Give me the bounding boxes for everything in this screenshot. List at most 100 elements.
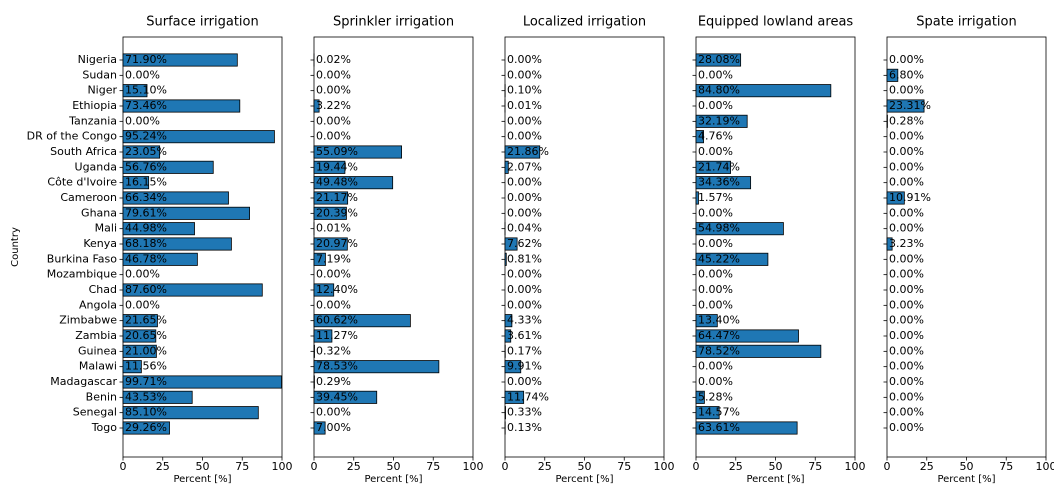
x-tick-label: 50: [578, 460, 592, 473]
value-label: 0.00%: [698, 237, 733, 250]
value-label: 20.39%: [316, 206, 358, 219]
y-tick-label: Zambia: [75, 329, 117, 342]
value-label: 39.45%: [316, 390, 358, 403]
x-tick-label: 100: [272, 460, 293, 473]
value-label: 34.36%: [698, 176, 740, 189]
value-label: 0.00%: [698, 360, 733, 373]
y-tick-label: Nigeria: [78, 53, 117, 66]
value-label: 28.08%: [698, 53, 740, 66]
value-label: 0.00%: [698, 206, 733, 219]
x-tick-label: 0: [884, 460, 891, 473]
value-label: 0.00%: [889, 145, 924, 158]
value-label: 3.22%: [316, 99, 351, 112]
value-label: 0.17%: [507, 344, 542, 357]
value-label: 0.00%: [316, 298, 351, 311]
value-label: 0.00%: [698, 283, 733, 296]
y-tick-label: Mozambique: [47, 268, 117, 281]
value-label: 43.53%: [125, 390, 167, 403]
value-label: 0.00%: [889, 222, 924, 235]
value-label: 0.00%: [698, 99, 733, 112]
value-label: 0.00%: [507, 114, 542, 127]
x-axis-label: Percent [%]: [746, 474, 804, 485]
chart-title: Localized irrigation: [523, 15, 646, 30]
value-label: 0.00%: [316, 406, 351, 419]
value-label: 0.00%: [316, 268, 351, 281]
value-label: 0.01%: [316, 222, 351, 235]
value-label: 9.91%: [507, 360, 542, 373]
x-axis-label: Percent [%]: [173, 474, 231, 485]
value-label: 0.00%: [889, 375, 924, 388]
value-label: 0.00%: [507, 268, 542, 281]
value-label: 0.00%: [125, 114, 160, 127]
value-label: 14.57%: [698, 406, 740, 419]
x-tick-label: 75: [999, 460, 1013, 473]
value-label: 0.00%: [698, 268, 733, 281]
x-tick-label: 100: [654, 460, 675, 473]
x-tick-label: 50: [960, 460, 974, 473]
value-label: 15.10%: [125, 84, 167, 97]
value-label: 87.60%: [125, 283, 167, 296]
value-label: 0.00%: [889, 344, 924, 357]
value-label: 3.23%: [889, 237, 924, 250]
value-label: 7.62%: [507, 237, 542, 250]
value-label: 6.80%: [889, 68, 924, 81]
value-label: 1.57%: [698, 191, 733, 204]
x-tick-label: 25: [347, 460, 361, 473]
x-tick-label: 25: [729, 460, 743, 473]
value-label: 95.24%: [125, 130, 167, 143]
value-label: 0.00%: [316, 114, 351, 127]
value-label: 2.07%: [507, 160, 542, 173]
x-axis-label: Percent [%]: [364, 474, 422, 485]
value-label: 7.19%: [316, 252, 351, 265]
value-label: 0.00%: [507, 68, 542, 81]
value-label: 0.00%: [507, 191, 542, 204]
value-label: 11.74%: [507, 390, 549, 403]
value-label: 0.04%: [507, 222, 542, 235]
value-label: 68.18%: [125, 237, 167, 250]
value-label: 0.02%: [316, 53, 351, 66]
value-label: 3.61%: [507, 329, 542, 342]
value-label: 0.00%: [889, 421, 924, 434]
value-label: 0.00%: [889, 176, 924, 189]
value-label: 71.90%: [125, 53, 167, 66]
value-label: 16.15%: [125, 176, 167, 189]
value-label: 0.00%: [507, 53, 542, 66]
value-label: 44.98%: [125, 222, 167, 235]
y-tick-label: Ethiopia: [72, 99, 117, 112]
value-label: 0.00%: [698, 375, 733, 388]
y-tick-label: Uganda: [75, 160, 117, 173]
value-label: 5.28%: [698, 390, 733, 403]
value-label: 0.01%: [507, 99, 542, 112]
value-label: 0.00%: [889, 360, 924, 373]
y-tick-label: South Africa: [50, 145, 117, 158]
value-label: 0.00%: [316, 130, 351, 143]
value-label: 84.80%: [698, 84, 740, 97]
y-tick-label: Malawi: [79, 360, 117, 373]
x-axis-label: Percent [%]: [555, 474, 613, 485]
value-label: 78.53%: [316, 360, 358, 373]
x-tick-label: 75: [808, 460, 822, 473]
value-label: 4.76%: [698, 130, 733, 143]
x-tick-label: 100: [1036, 460, 1054, 473]
y-tick-label: Madagascar: [50, 375, 117, 388]
value-label: 0.00%: [889, 283, 924, 296]
value-label: 32.19%: [698, 114, 740, 127]
value-label: 0.00%: [889, 160, 924, 173]
value-label: 12.40%: [316, 283, 358, 296]
x-tick-label: 25: [920, 460, 934, 473]
y-axis-label: Country: [10, 227, 21, 267]
value-label: 0.00%: [889, 268, 924, 281]
value-label: 46.78%: [125, 252, 167, 265]
value-label: 4.33%: [507, 314, 542, 327]
value-label: 0.00%: [889, 53, 924, 66]
value-label: 0.00%: [889, 406, 924, 419]
y-tick-label: Cameroon: [60, 191, 117, 204]
value-label: 73.46%: [125, 99, 167, 112]
x-tick-label: 0: [311, 460, 318, 473]
value-label: 19.44%: [316, 160, 358, 173]
value-label: 0.00%: [507, 176, 542, 189]
bar: [313, 344, 315, 358]
y-tick-label: Angola: [79, 298, 117, 311]
value-label: 0.00%: [125, 68, 160, 81]
